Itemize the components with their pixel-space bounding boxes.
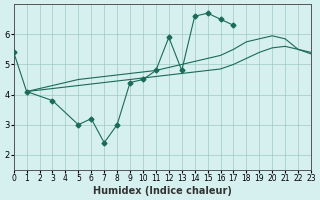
X-axis label: Humidex (Indice chaleur): Humidex (Indice chaleur) <box>93 186 232 196</box>
